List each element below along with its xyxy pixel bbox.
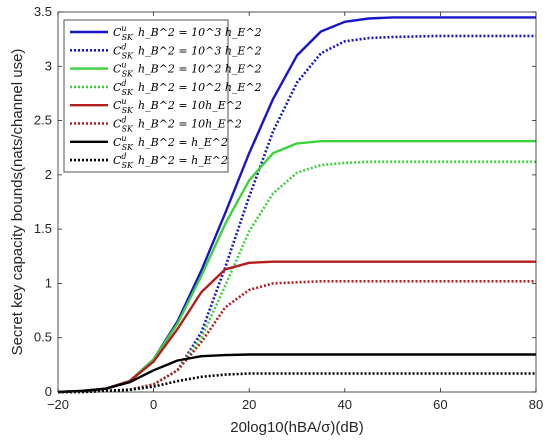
y-tick-label: 3.5 (34, 4, 52, 19)
legend-sup: d (121, 116, 126, 125)
y-tick-label: 0.5 (34, 330, 52, 345)
legend-rel: h_B^2 = 10h_E^2 (138, 99, 242, 112)
legend-sup: u (121, 61, 126, 70)
legend-sub: SK (122, 106, 134, 115)
x-tick-label: 60 (433, 397, 447, 412)
y-tick-label: 2.5 (34, 113, 52, 128)
y-axis-label: Secret key capacity bounds(nats/channel … (9, 49, 26, 356)
legend: Cu SK h_B^2 = 10^3 h_E^2Cd SK h_B^2 = 10^3 h… (63, 19, 262, 173)
x-tick-label: 80 (529, 397, 543, 412)
legend-label-4: Cu SK h_B^2 = 10h_E^2 (113, 97, 242, 115)
legend-sup: u (121, 134, 126, 143)
legend-rel: h_B^2 = 10^3 h_E^2 (138, 26, 262, 39)
legend-label-2: Cu SK h_B^2 = 10^2 h_E^2 (113, 61, 262, 79)
legend-sub: SK (122, 88, 134, 97)
series-layer (57, 16, 536, 394)
legend-sub: SK (122, 125, 134, 134)
legend-rel: h_B^2 = 10^2 h_E^2 (138, 63, 262, 76)
legend-label-3: Cd SK h_B^2 = 10^2 h_E^2 (113, 79, 262, 97)
plot-frame (57, 11, 537, 393)
legend-label-0: Cu SK h_B^2 = 10^3 h_E^2 (113, 24, 262, 42)
y-tick-label: 2 (45, 167, 52, 182)
series-line-6 (57, 353, 536, 394)
legend-rel: h_B^2 = h_E^2 (138, 154, 228, 167)
legend-sub: SK (122, 51, 134, 60)
legend-rel: h_B^2 = 10h_E^2 (138, 118, 242, 131)
legend-sub: SK (122, 70, 134, 79)
legend-sub: SK (122, 161, 134, 170)
legend-rel: h_B^2 = h_E^2 (138, 136, 228, 149)
x-tick-label: 40 (338, 397, 352, 412)
legend-sup: d (121, 152, 126, 161)
legend-sup: d (121, 79, 126, 88)
legend-main: C (113, 44, 122, 57)
legend-rel: h_B^2 = 10^3 h_E^2 (138, 44, 262, 57)
legend-sup: d (121, 42, 126, 51)
x-tick-layer: −20 0 20 40 60 80 (47, 12, 543, 412)
legend-main: C (113, 26, 122, 39)
legend-main: C (113, 99, 122, 112)
x-axis-label: 20log10(hBA/σ)(dB) (230, 419, 364, 436)
x-tick-label: −20 (47, 397, 69, 412)
y-axis-label-text: Secret key capacity bounds(nats/channel … (9, 49, 26, 356)
legend-main: C (113, 63, 122, 76)
legend-main: C (113, 154, 122, 167)
legend-label-7: Cd SK h_B^2 = h_E^2 (113, 152, 228, 170)
y-tick-label: 1.5 (34, 221, 52, 236)
series-line-5 (58, 280, 536, 394)
x-axis-label-text: 20log10(hBA/σ)(dB) (230, 419, 364, 436)
legend-sup: u (121, 97, 126, 106)
y-tick-label: 1 (45, 275, 52, 290)
y-tick-label: 3 (45, 58, 52, 73)
legend-main: C (113, 81, 122, 94)
legend-box (63, 19, 229, 173)
x-tick-label: 20 (242, 397, 256, 412)
legend-main: C (113, 136, 122, 149)
legend-label-5: Cd SK h_B^2 = 10h_E^2 (113, 116, 242, 134)
legend-sub: SK (122, 33, 134, 42)
legend-label-6: Cu SK h_B^2 = h_E^2 (113, 134, 228, 152)
legend-label-1: Cd SK h_B^2 = 10^3 h_E^2 (113, 42, 262, 60)
legend-main: C (113, 118, 122, 131)
legend-sub: SK (122, 143, 134, 152)
x-tick-label: 0 (150, 397, 157, 412)
y-tick-layer: 0 0.5 1 1.5 2 2.5 3 3.5 (34, 4, 536, 399)
legend-sup: u (121, 24, 126, 33)
y-tick-label: 0 (45, 384, 52, 399)
series-line-7 (58, 372, 536, 394)
legend-rel: h_B^2 = 10^2 h_E^2 (138, 81, 262, 94)
legend-items: Cu SK h_B^2 = 10^3 h_E^2Cd SK h_B^2 = 10^3 h… (70, 24, 262, 170)
series-line-1 (58, 34, 536, 394)
